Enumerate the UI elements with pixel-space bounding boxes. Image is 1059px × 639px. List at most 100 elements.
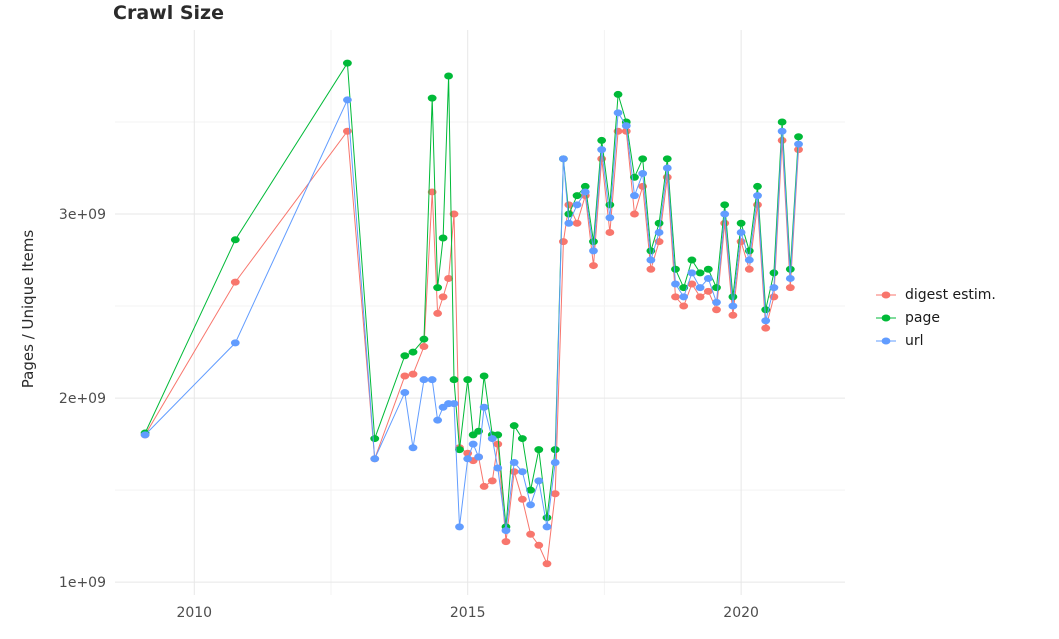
data-point-page	[589, 238, 598, 246]
data-point-digest-estim	[687, 280, 697, 288]
data-point-digest-estim	[433, 309, 443, 317]
data-point-url	[564, 219, 574, 227]
data-point-page	[463, 376, 473, 384]
data-point-page	[662, 155, 672, 163]
data-point-digest-estim	[630, 210, 639, 218]
data-point-page	[654, 219, 664, 227]
data-point-page	[720, 201, 730, 209]
data-point-digest-estim	[564, 201, 574, 209]
data-point-url	[703, 274, 713, 282]
data-point-url	[534, 477, 544, 485]
legend: digest estim. page url	[874, 286, 996, 350]
data-point-page	[777, 118, 787, 126]
data-point-digest-estim	[449, 210, 459, 218]
data-point-url	[662, 164, 672, 172]
data-point-url	[720, 210, 730, 218]
x-tick-label: 2015	[450, 605, 486, 621]
data-point-url	[621, 122, 631, 130]
data-point-digest-estim	[671, 293, 680, 301]
data-point-digest-estim	[589, 262, 598, 270]
data-point-digest-estim	[542, 560, 552, 568]
data-point-digest-estim	[419, 343, 429, 351]
data-point-page	[433, 284, 443, 292]
data-point-url	[605, 214, 615, 222]
data-point-digest-estim	[550, 490, 560, 498]
legend-label-page: page	[905, 310, 940, 326]
data-point-page	[534, 446, 544, 454]
data-point-digest-estim	[703, 287, 713, 295]
data-point-page	[419, 335, 429, 343]
y-tick-label: 2e+09	[59, 391, 106, 407]
data-point-url	[449, 400, 459, 408]
data-point-digest-estim	[400, 372, 410, 380]
data-point-digest-estim	[605, 228, 615, 236]
data-point-digest-estim	[408, 370, 418, 378]
data-point-url	[769, 284, 779, 292]
y-tick-label: 1e+09	[59, 575, 106, 591]
data-point-page	[408, 348, 418, 356]
data-point-page	[400, 352, 410, 360]
data-point-url	[474, 453, 484, 461]
data-point-digest-estim	[509, 468, 519, 476]
data-point-page	[794, 133, 803, 141]
x-tick-label: 2020	[723, 605, 759, 621]
data-point-url	[580, 188, 590, 196]
data-point-page	[444, 72, 453, 80]
data-point-digest-estim	[487, 477, 497, 485]
data-point-page	[597, 136, 607, 144]
data-point-url	[501, 527, 511, 535]
data-point-page	[438, 234, 448, 242]
data-point-page	[517, 435, 527, 443]
data-point-page	[230, 236, 240, 244]
data-point-page	[630, 173, 639, 181]
data-point-url	[468, 440, 478, 448]
data-point-url	[695, 284, 705, 292]
data-point-digest-estim	[230, 278, 240, 286]
data-point-page	[427, 94, 437, 102]
data-point-digest-estim	[712, 306, 721, 314]
data-point-digest-estim	[479, 482, 489, 490]
legend-item-page: page	[874, 309, 996, 327]
data-point-url	[230, 339, 240, 347]
data-point-url	[558, 155, 568, 163]
data-point-url	[479, 403, 489, 411]
data-point-page	[449, 376, 459, 384]
chart-title: Crawl Size	[113, 2, 224, 24]
y-tick-label: 3e+09	[59, 207, 106, 223]
data-point-url	[712, 298, 721, 306]
data-point-page	[564, 210, 574, 218]
data-point-url	[342, 96, 352, 104]
data-point-page	[526, 486, 535, 494]
data-point-digest-estim	[720, 219, 730, 227]
data-point-digest-estim	[761, 324, 771, 332]
data-point-url	[509, 458, 519, 466]
data-point-url	[630, 192, 639, 200]
data-point-url	[736, 228, 746, 236]
data-point-digest-estim	[526, 530, 535, 538]
data-point-page	[687, 256, 697, 264]
legend-key-url	[876, 337, 896, 345]
series-line-url	[144, 97, 799, 531]
data-point-url	[753, 192, 762, 200]
data-point-digest-estim	[785, 284, 795, 292]
data-point-url	[785, 274, 795, 282]
data-point-page	[736, 219, 746, 227]
data-point-url	[427, 376, 437, 384]
data-point-page	[671, 265, 680, 273]
data-point-page	[695, 269, 705, 277]
data-point-page	[613, 90, 623, 98]
data-point-url	[517, 468, 527, 476]
data-point-url	[589, 247, 598, 255]
data-point-url	[794, 140, 803, 148]
data-point-url	[728, 302, 738, 310]
data-point-page	[785, 265, 795, 273]
data-point-url	[777, 127, 787, 135]
data-point-url	[408, 444, 418, 452]
data-point-page	[572, 192, 582, 200]
data-point-url	[400, 389, 410, 397]
legend-label-digest-estim: digest estim.	[905, 287, 996, 303]
data-point-digest-estim	[501, 538, 511, 546]
data-point-digest-estim	[679, 302, 689, 310]
axis-tick-labels: 1e+09 2e+09 3e+09 2010 2015 2020	[59, 207, 759, 621]
data-point-url	[679, 293, 689, 301]
